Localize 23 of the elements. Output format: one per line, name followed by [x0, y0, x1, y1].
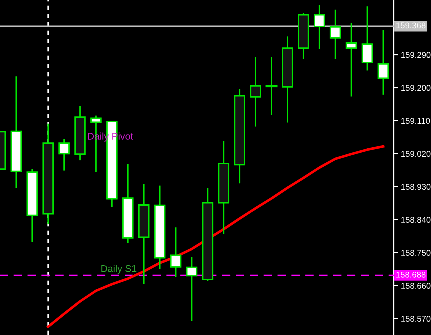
y-tick-label: 158.570 — [402, 316, 431, 322]
candlestick — [362, 6, 374, 72]
y-tick-label: 159.020 — [402, 151, 431, 158]
candlestick — [186, 256, 198, 322]
candlestick — [58, 138, 70, 172]
candlestick — [170, 226, 182, 278]
y-tick-label: 158.660 — [402, 283, 431, 289]
y-tick-label: 158.930 — [402, 184, 431, 190]
candlestick — [266, 56, 278, 116]
y-tick-label: 159.110 — [402, 118, 430, 124]
y-tick-label: 158.840 — [402, 217, 431, 224]
ref-line-label: 159.368 — [396, 22, 426, 29]
y-tick-label: 159.200 — [402, 85, 431, 92]
candlestick — [330, 9, 342, 60]
candlestick — [250, 56, 262, 128]
annotation: Daily S1 — [102, 265, 137, 274]
y-tick-label: 159.290 — [402, 52, 431, 58]
line-series — [47, 145, 385, 328]
candlestick — [314, 4, 326, 50]
ref-line-label: 158.688 — [396, 272, 426, 278]
candlestick — [378, 29, 390, 96]
y-tick-label: 158.750 — [402, 250, 431, 256]
candlestick — [346, 22, 358, 98]
